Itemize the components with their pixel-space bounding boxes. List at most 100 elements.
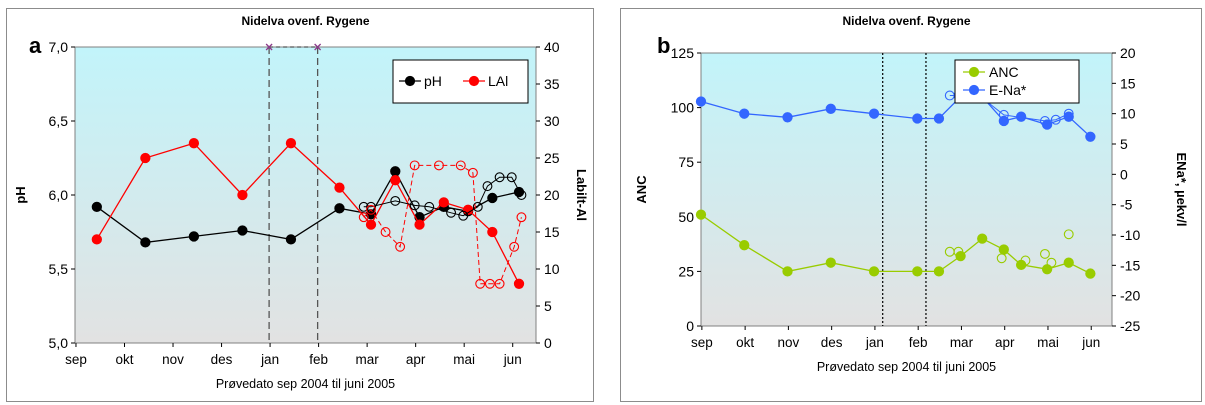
data-point-lal — [487, 226, 498, 238]
y-tick-label: 7,0 — [49, 39, 69, 55]
data-point-extra-3 — [366, 204, 376, 215]
data-point-lal — [513, 278, 525, 289]
data-point-extra-2 — [458, 210, 469, 221]
data-point-ph — [334, 203, 345, 214]
x-tick-label: feb — [309, 352, 328, 367]
data-point-anc — [739, 240, 750, 251]
x-tick-label: mar — [950, 335, 974, 350]
data-point-lal — [237, 189, 248, 201]
data-point-ph — [513, 186, 525, 198]
data-point-ph — [237, 225, 248, 236]
y-tick-label: 100 — [671, 100, 695, 116]
data-point-e-na- — [868, 108, 880, 119]
data-point-lal — [414, 219, 425, 230]
y2-tick-label: 10 — [1120, 106, 1136, 122]
x-tick-label: nov — [778, 335, 800, 350]
x-tick-label: jun — [1081, 335, 1100, 350]
chart-panel-b: Nidelva ovenf. Rygene b 0 25 50 75 100 125 -25 -2… — [620, 8, 1202, 402]
data-point-extra-3 — [395, 241, 406, 252]
data-point-extra-2 — [1063, 229, 1074, 240]
data-point-ph — [188, 231, 200, 242]
y2-tick-label: -20 — [1120, 288, 1140, 304]
x-tick-label: mai — [453, 352, 475, 367]
data-point-lal — [140, 152, 151, 164]
chart-panel-a: Nidelva ovenf. Rygene a 5,0 5,5 6,0 6,5 7,0 0 5 1… — [6, 8, 594, 402]
data-point-extra-2 — [1020, 255, 1031, 266]
data-point-anc — [933, 266, 945, 277]
x-tick-label: apr — [995, 335, 1015, 350]
legend-swatch-marker — [968, 84, 980, 96]
data-point-lal — [365, 219, 377, 230]
data-point-extra-2 — [366, 201, 376, 212]
data-point-anc — [695, 209, 707, 220]
x-tick-label: jan — [865, 335, 884, 350]
data-point-ph — [487, 192, 498, 204]
y2-tick-label: 10 — [544, 261, 560, 277]
y-tick-label: 50 — [678, 209, 694, 225]
y2-tick-label: 40 — [544, 39, 560, 55]
chart-a-svg: Nidelva ovenf. Rygene a 5,0 5,5 6,0 6,5 7,0 0 5 1… — [13, 14, 589, 391]
data-point-anc — [998, 244, 1009, 255]
data-point-e-na- — [933, 113, 945, 124]
data-point-e-na- — [695, 96, 707, 107]
data-point-extra-3 — [475, 278, 486, 289]
legend-entry-label: pH — [424, 73, 442, 89]
data-point-extra-3 — [433, 160, 444, 171]
panel-label: b — [657, 33, 670, 58]
data-point-extra-3 — [409, 160, 420, 171]
y2-tick-label: 30 — [544, 113, 560, 129]
y2-tick-label: 0 — [1120, 166, 1128, 182]
y2-tick-label: 5 — [1120, 136, 1128, 152]
y2-tick-label: 15 — [1120, 75, 1136, 91]
chart-title: Nidelva ovenf. Rygene — [241, 14, 369, 28]
y2-axis-title: ENa*, µekv/l — [1174, 153, 1189, 227]
x-tick-label: mar — [356, 352, 380, 367]
data-point-lal — [91, 234, 102, 245]
data-point-extra-2 — [390, 195, 401, 206]
x-tick-label: sep — [65, 352, 87, 367]
data-point-extra-2 — [1046, 257, 1057, 268]
data-point-extra-2 — [424, 201, 435, 212]
data-point-lal — [438, 197, 449, 208]
y-tick-label: 75 — [678, 154, 694, 170]
y2-tick-label: 20 — [1120, 45, 1136, 61]
y-axis-title: pH — [13, 186, 28, 203]
data-point-anc — [1041, 264, 1053, 275]
data-point-extra-3 — [998, 109, 1009, 120]
x-tick-label: des — [211, 352, 233, 367]
data-point-extra-3 — [516, 212, 527, 223]
y2-tick-label: -5 — [1120, 197, 1133, 213]
data-point-extra-2 — [494, 172, 505, 183]
data-point-e-na- — [912, 113, 923, 124]
legend-swatch-marker — [968, 66, 980, 78]
y-tick-label: 25 — [678, 263, 694, 279]
y-tick-label: 6,5 — [49, 113, 69, 129]
data-point-anc — [1063, 257, 1074, 268]
data-point-extra-2 — [953, 246, 964, 257]
y2-tick-label: 25 — [544, 150, 560, 166]
data-point-extra-2 — [472, 201, 483, 212]
data-point-extra-3 — [1063, 108, 1074, 119]
data-point-anc — [782, 266, 793, 277]
data-point-extra-3 — [455, 160, 466, 171]
data-point-extra-3 — [1039, 115, 1050, 126]
x-axis-title: Prøvedato sep 2004 til juni 2005 — [216, 377, 395, 391]
x-tick-label: nov — [162, 352, 184, 367]
data-point-extra-2 — [1039, 248, 1050, 259]
legend-entry-label: E-Na* — [989, 82, 1027, 98]
data-point-e-na- — [739, 108, 750, 119]
x-tick-label: des — [821, 335, 843, 350]
marker-cross-1 — [314, 43, 322, 51]
x-tick-label: mai — [1037, 335, 1059, 350]
y2-tick-label: 15 — [544, 224, 560, 240]
panel-label: a — [29, 33, 42, 58]
x-tick-label: apr — [406, 352, 426, 367]
data-point-extra-2 — [516, 190, 527, 200]
data-point-extra-3 — [494, 278, 505, 289]
data-point-e-na- — [1085, 131, 1096, 142]
data-point-lal — [334, 182, 345, 193]
x-tick-label: feb — [909, 335, 928, 350]
data-point-lal — [188, 138, 200, 149]
data-point-extra-2 — [996, 253, 1007, 264]
x-tick-label: okt — [115, 352, 133, 367]
